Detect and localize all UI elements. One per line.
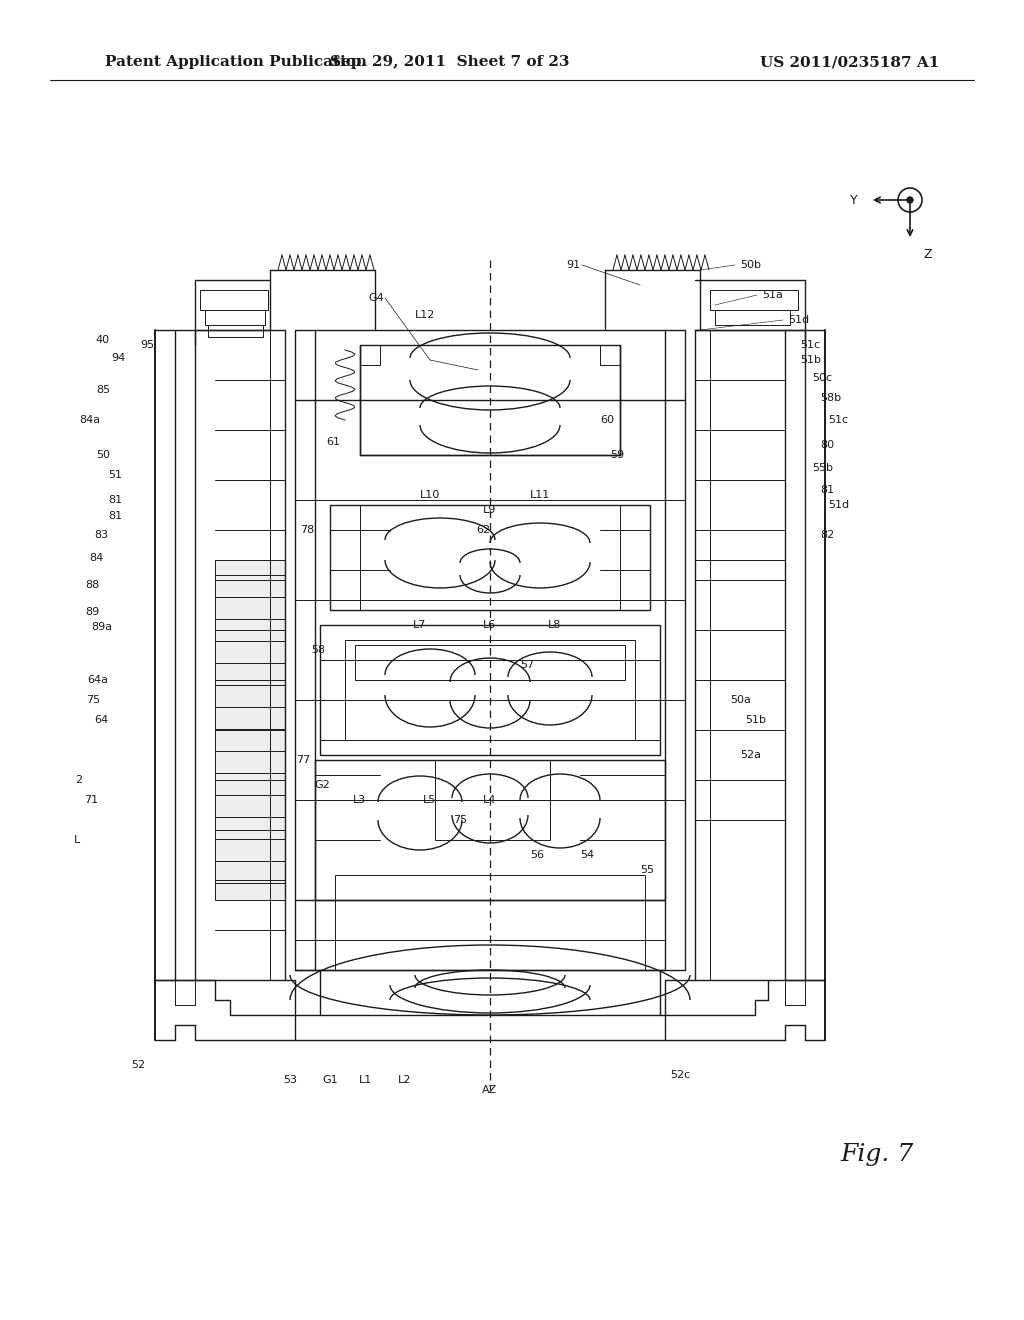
Text: 84: 84 (89, 553, 103, 564)
Text: G4: G4 (368, 293, 384, 304)
Text: 78: 78 (300, 525, 314, 535)
Text: L1: L1 (358, 1074, 372, 1085)
Text: L6: L6 (483, 620, 497, 630)
Text: 64a: 64a (87, 675, 108, 685)
Text: 51: 51 (108, 470, 122, 480)
Text: 51b: 51b (745, 715, 766, 725)
Text: Z: Z (924, 248, 933, 261)
Text: L10: L10 (420, 490, 440, 500)
Text: 59: 59 (610, 450, 624, 459)
Text: 89: 89 (86, 607, 100, 616)
Text: Sep. 29, 2011  Sheet 7 of 23: Sep. 29, 2011 Sheet 7 of 23 (331, 55, 569, 69)
Text: 83: 83 (94, 531, 108, 540)
Text: L3: L3 (353, 795, 367, 805)
Text: 51b: 51b (800, 355, 821, 366)
Text: 94: 94 (111, 352, 125, 363)
Text: 82: 82 (820, 531, 835, 540)
Text: Fig. 7: Fig. 7 (840, 1143, 913, 1167)
Text: 54: 54 (580, 850, 594, 861)
Text: 88: 88 (86, 579, 100, 590)
Bar (435, 760, 550, 840)
Text: 40: 40 (96, 335, 110, 345)
Bar (315, 760, 665, 900)
Text: 64: 64 (94, 715, 108, 725)
Bar (330, 506, 650, 610)
Text: L11: L11 (529, 490, 550, 500)
Bar (695, 560, 785, 820)
Text: 61: 61 (326, 437, 340, 447)
Bar (208, 325, 263, 337)
Bar (360, 345, 620, 455)
Text: 89a: 89a (91, 622, 112, 632)
Text: 60: 60 (600, 414, 614, 425)
Text: 51c: 51c (828, 414, 848, 425)
Text: 84a: 84a (79, 414, 100, 425)
Text: L2: L2 (398, 1074, 412, 1085)
Text: 50a: 50a (730, 696, 751, 705)
Text: 2: 2 (75, 775, 82, 785)
Text: 50: 50 (96, 450, 110, 459)
Text: 52a: 52a (740, 750, 761, 760)
Text: 91: 91 (566, 260, 580, 271)
Bar (205, 310, 265, 325)
Text: US 2011/0235187 A1: US 2011/0235187 A1 (760, 55, 940, 69)
Text: 51a: 51a (762, 290, 783, 300)
Text: L12: L12 (415, 310, 435, 319)
Text: 55b: 55b (812, 463, 833, 473)
Text: G2: G2 (314, 780, 330, 789)
Text: 55: 55 (640, 865, 654, 875)
Text: 52c: 52c (670, 1071, 690, 1080)
Text: Y: Y (850, 194, 858, 206)
Text: 81: 81 (820, 484, 835, 495)
Text: 51d: 51d (828, 500, 849, 510)
Text: 95: 95 (140, 341, 155, 350)
Text: Patent Application Publication: Patent Application Publication (105, 55, 367, 69)
Text: 58: 58 (311, 645, 325, 655)
Circle shape (907, 197, 913, 203)
Text: 75: 75 (453, 814, 467, 825)
Text: 50c: 50c (812, 374, 833, 383)
Text: L4: L4 (483, 795, 497, 805)
Bar (355, 645, 625, 680)
Text: 56: 56 (530, 850, 544, 861)
Text: 51c: 51c (800, 341, 820, 350)
Text: AZ: AZ (482, 1085, 498, 1096)
Text: 80: 80 (820, 440, 835, 450)
Text: 75: 75 (86, 696, 100, 705)
Text: G1: G1 (323, 1074, 338, 1085)
Text: 53: 53 (283, 1074, 297, 1085)
Text: 57: 57 (520, 660, 535, 671)
Bar (710, 290, 798, 310)
Bar (215, 560, 285, 900)
Bar (345, 640, 635, 741)
Text: L7: L7 (414, 620, 427, 630)
Text: 50b: 50b (740, 260, 761, 271)
Text: 71: 71 (84, 795, 98, 805)
Bar (319, 624, 660, 755)
Text: 81: 81 (108, 495, 122, 506)
Text: 58b: 58b (820, 393, 841, 403)
Bar (200, 290, 268, 310)
Text: 51d: 51d (788, 315, 809, 325)
Text: 77: 77 (296, 755, 310, 766)
Text: 52: 52 (131, 1060, 145, 1071)
Text: L8: L8 (548, 620, 562, 630)
Text: 85: 85 (96, 385, 110, 395)
Text: 62: 62 (476, 525, 490, 535)
Text: L: L (74, 836, 80, 845)
Bar (335, 875, 645, 900)
Text: L9: L9 (483, 506, 497, 515)
Text: 81: 81 (108, 511, 122, 521)
Bar (715, 310, 790, 325)
Text: L5: L5 (423, 795, 436, 805)
